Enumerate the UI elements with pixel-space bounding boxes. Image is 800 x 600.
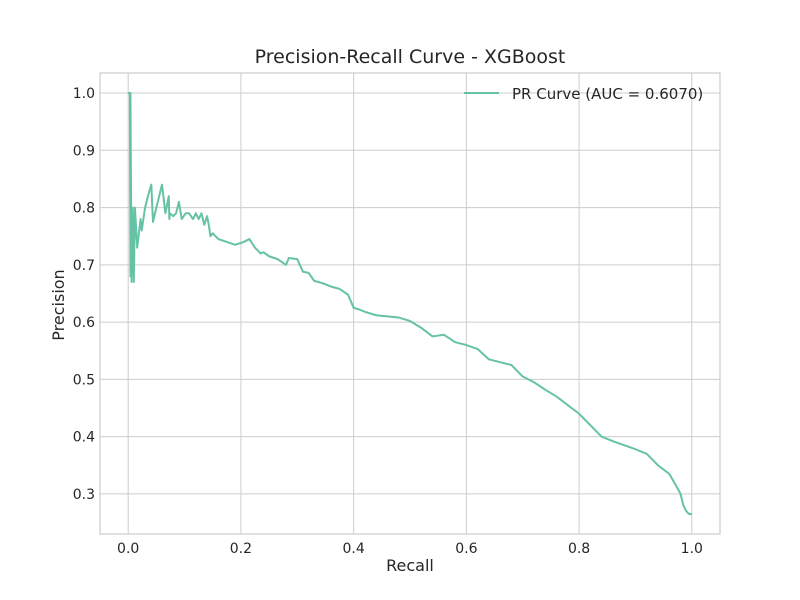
x-tick-label: 0.6 xyxy=(455,541,477,557)
chart-title: Precision-Recall Curve - XGBoost xyxy=(255,46,566,68)
plot-frame xyxy=(99,72,721,535)
y-axis-ticks: 0.3 0.4 0.5 0.6 0.7 0.8 0.9 1.0 xyxy=(73,86,95,503)
y-tick-label: 0.6 xyxy=(73,315,95,331)
x-axis-ticks: 0.0 0.2 0.4 0.6 0.8 1.0 xyxy=(117,541,703,557)
x-tick-label: 1.0 xyxy=(681,541,703,557)
x-tick-label: 0.8 xyxy=(568,541,590,557)
x-tick-label: 0.0 xyxy=(117,541,139,557)
y-tick-label: 0.4 xyxy=(73,430,95,446)
y-tick-label: 0.3 xyxy=(73,487,95,503)
legend-label: PR Curve (AUC = 0.6070) xyxy=(512,85,703,103)
y-tick-label: 0.8 xyxy=(73,201,95,217)
legend: PR Curve (AUC = 0.6070) xyxy=(464,85,703,103)
x-tick-label: 0.2 xyxy=(230,541,252,557)
y-axis-label: Precision xyxy=(49,269,68,340)
y-tick-label: 1.0 xyxy=(73,86,95,102)
x-tick-label: 0.4 xyxy=(343,541,365,557)
y-tick-label: 0.5 xyxy=(73,372,95,388)
x-axis-label: Recall xyxy=(386,556,434,575)
pr-curve-series-line xyxy=(128,92,692,515)
y-tick-label: 0.9 xyxy=(73,143,95,159)
series-group xyxy=(128,92,692,515)
y-tick-label: 0.7 xyxy=(73,258,95,274)
plot-area xyxy=(99,72,721,535)
